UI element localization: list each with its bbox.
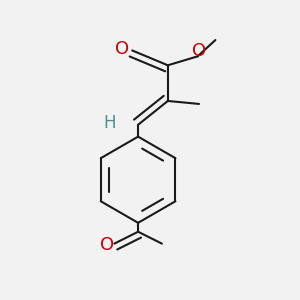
- Text: H: H: [103, 114, 116, 132]
- Text: O: O: [192, 42, 206, 60]
- Text: O: O: [100, 236, 114, 254]
- Text: O: O: [115, 40, 129, 58]
